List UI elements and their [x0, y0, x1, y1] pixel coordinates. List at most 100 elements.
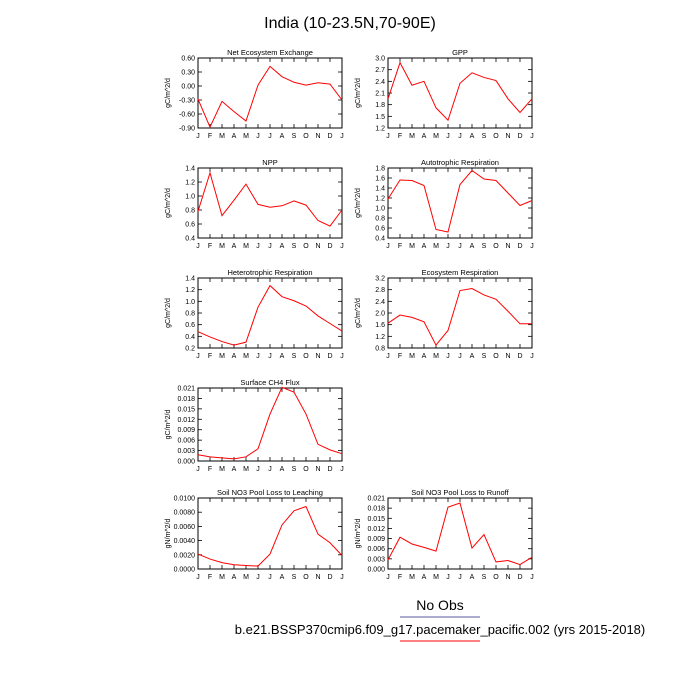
- y-tick-label: 0.012: [177, 417, 195, 424]
- series-line: [197, 65, 343, 129]
- x-tick-label: A: [422, 574, 427, 581]
- y-axis-label: gC/m^2/d: [165, 78, 172, 108]
- x-tick-label: N: [315, 133, 320, 140]
- x-tick-label: M: [433, 353, 439, 360]
- y-tick-label: 0.4: [375, 236, 385, 243]
- x-tick-label: S: [482, 574, 487, 581]
- y-tick-label: 0.6: [185, 322, 195, 329]
- x-tick-label: J: [386, 133, 390, 140]
- y-tick-label: 1.2: [185, 180, 195, 187]
- x-tick-label: J: [256, 243, 260, 250]
- y-tick-label: 1.2: [375, 196, 385, 203]
- x-tick-label: N: [315, 574, 320, 581]
- y-tick-label: 0.009: [177, 427, 195, 434]
- y-tick-label: 0.00: [181, 84, 195, 91]
- x-tick-label: D: [327, 574, 332, 581]
- panel-soil-no3-pool-loss-to-runoff: Soil NO3 Pool Loss to Runoff gN/m^2/d 0.00…: [355, 488, 534, 581]
- y-tick-label: 0.4: [185, 334, 195, 341]
- x-tick-label: A: [470, 353, 475, 360]
- x-tick-label: D: [517, 243, 522, 250]
- plot-frame: [387, 277, 533, 349]
- x-tick-label: O: [493, 243, 499, 250]
- y-tick-label: 0.30: [181, 70, 195, 77]
- y-tick-label: 0.2: [185, 346, 195, 353]
- x-tick-label: J: [458, 243, 462, 250]
- x-tick-label: A: [232, 466, 237, 473]
- y-tick-label: 1.4: [185, 166, 195, 173]
- x-tick-label: J: [446, 574, 450, 581]
- panel-title: Ecosystem Respiration: [422, 268, 499, 277]
- x-tick-label: O: [493, 133, 499, 140]
- x-tick-label: D: [517, 353, 522, 360]
- y-tick-label: 1.0: [185, 299, 195, 306]
- y-tick-label: 0.4: [185, 236, 195, 243]
- x-tick-label: O: [493, 353, 499, 360]
- series-line: [387, 61, 533, 122]
- x-tick-label: J: [446, 133, 450, 140]
- x-tick-label: A: [232, 353, 237, 360]
- y-tick-label: 0.0100: [174, 496, 196, 503]
- y-axis-label: gC/m^2/d: [165, 188, 172, 218]
- series-line: [387, 502, 533, 566]
- x-tick-label: D: [327, 353, 332, 360]
- x-tick-label: F: [208, 574, 212, 581]
- x-tick-label: M: [219, 574, 225, 581]
- x-tick-label: M: [219, 353, 225, 360]
- y-tick-label: 0.0020: [174, 552, 196, 559]
- x-tick-label: M: [433, 243, 439, 250]
- y-tick-label: 1.8: [375, 102, 385, 109]
- x-tick-label: A: [422, 353, 427, 360]
- series-line: [197, 284, 343, 346]
- x-tick-label: A: [280, 243, 285, 250]
- panel-heterotrophic-respiration: Heterotrophic Respiration gC/m^2/d 0.2 0.4 0…: [165, 268, 344, 360]
- x-tick-label: N: [505, 133, 510, 140]
- panel-ecosystem-respiration: Ecosystem Respiration gC/m^2/d 0.8 1.2 1.6 2.…: [355, 268, 534, 360]
- y-tick-label: 0.6: [185, 222, 195, 229]
- x-tick-label: J: [256, 574, 260, 581]
- x-tick-label: S: [292, 574, 297, 581]
- x-tick-label: J: [268, 574, 272, 581]
- y-tick-label: 1.0: [375, 206, 385, 213]
- x-tick-label: M: [243, 133, 249, 140]
- x-tick-label: S: [292, 466, 297, 473]
- x-tick-label: D: [327, 466, 332, 473]
- panels: Net Ecosystem Exchange gC/m^2/d -0.90 -0.60…: [165, 48, 534, 581]
- y-axis-label: gC/m^2/d: [165, 410, 172, 440]
- y-axis-label: gC/m^2/d: [165, 298, 172, 328]
- x-tick-label: F: [208, 466, 212, 473]
- x-tick-label: A: [232, 574, 237, 581]
- x-tick-label: S: [482, 243, 487, 250]
- x-tick-label: M: [243, 574, 249, 581]
- plot-frame: [197, 277, 343, 349]
- panel-title: Net Ecosystem Exchange: [227, 48, 313, 57]
- y-tick-label: 1.2: [375, 334, 385, 341]
- y-tick-label: 0.009: [367, 536, 385, 543]
- y-tick-label: 2.0: [375, 311, 385, 318]
- panel-net-ecosystem-exchange: Net Ecosystem Exchange gC/m^2/d -0.90 -0.60…: [165, 48, 344, 140]
- x-tick-label: S: [292, 243, 297, 250]
- y-tick-label: 2.7: [375, 67, 385, 74]
- y-tick-label: 0.015: [177, 406, 195, 413]
- x-tick-label: N: [505, 353, 510, 360]
- y-tick-label: 0.015: [367, 516, 385, 523]
- x-tick-label: M: [433, 574, 439, 581]
- x-tick-label: O: [303, 574, 309, 581]
- y-tick-label: 1.0: [185, 194, 195, 201]
- x-tick-label: N: [505, 243, 510, 250]
- panel-title: Soil NO3 Pool Loss to Runoff: [411, 488, 509, 497]
- x-tick-label: J: [340, 574, 344, 581]
- x-tick-label: F: [208, 353, 212, 360]
- y-tick-label: 2.4: [375, 79, 385, 86]
- y-tick-label: 2.1: [375, 91, 385, 98]
- x-tick-label: D: [517, 574, 522, 581]
- x-tick-label: A: [280, 466, 285, 473]
- y-tick-label: 1.6: [375, 322, 385, 329]
- y-tick-label: 0.8: [185, 208, 195, 215]
- y-tick-label: 1.2: [375, 126, 385, 133]
- y-tick-label: 0.006: [367, 546, 385, 553]
- legend-label: No Obs: [416, 597, 463, 613]
- y-axis-label: gN/m^2/d: [165, 519, 172, 549]
- y-tick-label: 0.8: [375, 216, 385, 223]
